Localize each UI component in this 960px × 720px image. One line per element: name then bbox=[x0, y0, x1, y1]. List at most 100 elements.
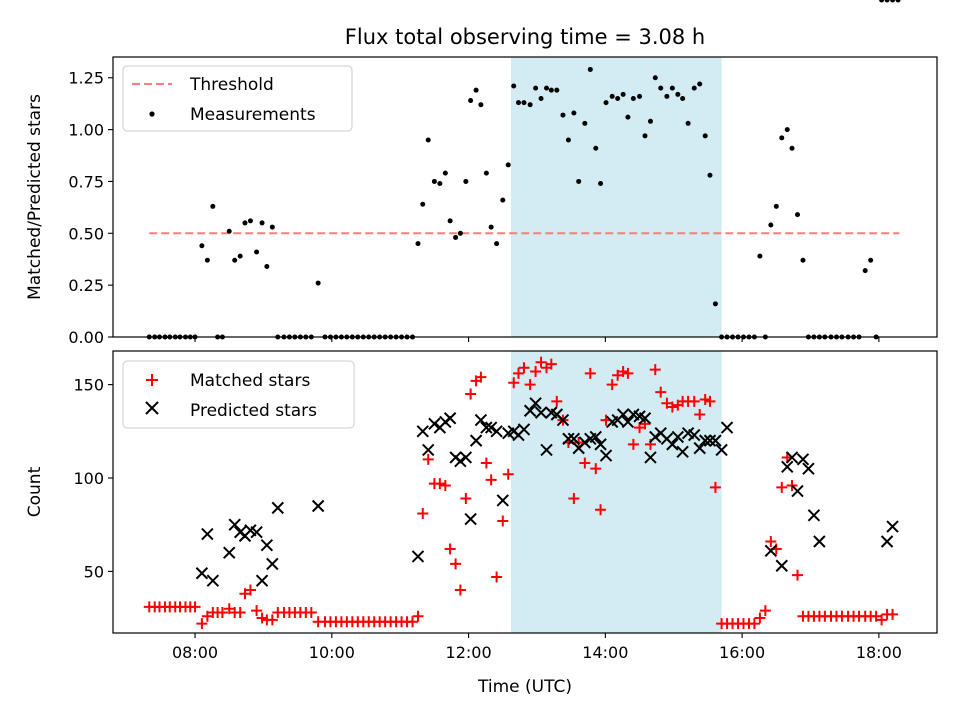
matched-star-point bbox=[485, 474, 497, 486]
measurement-point bbox=[232, 257, 238, 263]
matched-star-point bbox=[508, 377, 520, 389]
predicted-star-point bbox=[266, 557, 279, 571]
matched-star-point bbox=[530, 366, 542, 378]
measurement-point bbox=[680, 95, 686, 101]
predicted-star-point bbox=[428, 417, 441, 431]
measurement-point bbox=[625, 114, 631, 120]
matched-star-point bbox=[422, 453, 434, 465]
matched-star-point bbox=[606, 379, 618, 391]
measurement-point bbox=[697, 81, 703, 87]
legend-predicted-swatch bbox=[145, 401, 159, 415]
matched-star-point bbox=[244, 584, 256, 596]
y-tick-label: 1.25 bbox=[68, 69, 104, 88]
measurement-point bbox=[538, 95, 544, 101]
matched-star-point bbox=[754, 612, 766, 624]
measurement-point bbox=[712, 301, 718, 307]
matched-star-point bbox=[649, 364, 661, 376]
measurement-point bbox=[757, 253, 763, 259]
measurement-point bbox=[642, 133, 648, 139]
x-tick-label: 10:00 bbox=[309, 643, 355, 662]
predicted-star-point bbox=[250, 525, 263, 539]
measurement-point bbox=[457, 230, 463, 236]
measurement-point bbox=[620, 91, 626, 97]
predicted-star-point bbox=[693, 441, 706, 455]
measurement-point bbox=[210, 203, 216, 209]
predicted-star-point bbox=[688, 428, 701, 442]
predicted-star-point bbox=[228, 518, 241, 531]
measurement-point bbox=[521, 100, 527, 106]
bottom-y-axis-label: Count bbox=[25, 466, 45, 517]
predicted-star-point bbox=[529, 397, 542, 410]
bottom-x-ticks: 08:00 10:00 12:00 14:00 16:00 18:00 bbox=[172, 633, 902, 662]
matched-star-point bbox=[666, 401, 678, 413]
measurement-point bbox=[259, 220, 265, 226]
measurement-point bbox=[494, 241, 500, 247]
measurement-point bbox=[784, 127, 790, 133]
predicted-star-point bbox=[764, 544, 778, 558]
matched-star-point bbox=[759, 605, 771, 617]
predicted-star-point bbox=[785, 451, 799, 464]
predicted-star-point bbox=[698, 434, 712, 447]
measurement-point bbox=[675, 91, 681, 97]
matched-star-point bbox=[694, 408, 706, 420]
measurement-point bbox=[478, 102, 484, 108]
measurement-point bbox=[652, 75, 658, 81]
predicted-star-point bbox=[464, 512, 477, 526]
predicted-star-point bbox=[459, 451, 473, 464]
predicted-star-point bbox=[490, 425, 503, 438]
measurement-point bbox=[593, 145, 599, 151]
predicted-star-point bbox=[621, 415, 635, 429]
predicted-star-point bbox=[796, 453, 810, 466]
matched-star-point bbox=[513, 367, 525, 379]
matched-star-point bbox=[655, 386, 667, 398]
matched-star-point bbox=[417, 507, 429, 519]
predicted-star-point bbox=[562, 432, 575, 445]
bottom-axes-frame bbox=[112, 350, 938, 634]
measurement-point bbox=[587, 66, 593, 72]
measurement-point bbox=[685, 120, 691, 126]
y-tick-label: 100 bbox=[73, 469, 104, 488]
measurement-point bbox=[527, 102, 533, 108]
measurement-point bbox=[647, 118, 653, 124]
predicted-star-point bbox=[589, 430, 602, 444]
matched-star-point bbox=[568, 493, 580, 505]
measurement-point bbox=[630, 95, 636, 101]
y-tick-label: 0.75 bbox=[68, 172, 104, 191]
y-tick-label: 0.00 bbox=[68, 328, 104, 347]
matched-star-point bbox=[196, 618, 208, 630]
measurement-point bbox=[707, 172, 713, 178]
predicted-stars-points bbox=[195, 397, 899, 587]
measurement-point bbox=[204, 257, 210, 263]
measurement-point bbox=[669, 85, 675, 91]
matched-star-point bbox=[189, 601, 201, 613]
top-highlight-span bbox=[510, 57, 722, 337]
predicted-star-point bbox=[411, 550, 425, 563]
predicted-star-point bbox=[703, 434, 717, 447]
x-tick-label: 08:00 bbox=[172, 643, 218, 662]
legend-matched-swatch bbox=[146, 374, 158, 386]
bottom-highlight-span bbox=[510, 351, 722, 633]
measurement-point bbox=[463, 178, 469, 184]
matched-star-point bbox=[460, 493, 472, 505]
predicted-star-point bbox=[578, 436, 592, 449]
measurement-point bbox=[565, 137, 571, 143]
measurement-point bbox=[664, 93, 670, 99]
measurement-point bbox=[548, 87, 554, 93]
matched-star-point bbox=[639, 418, 651, 430]
predicted-star-point bbox=[534, 406, 548, 419]
predicted-star-point bbox=[496, 494, 509, 507]
measurement-point bbox=[800, 257, 806, 263]
measurement-point bbox=[702, 133, 708, 139]
predicted-star-point bbox=[715, 443, 728, 457]
measurement-point bbox=[254, 249, 260, 255]
predicted-star-point bbox=[720, 421, 734, 434]
matched-star-point bbox=[887, 608, 899, 620]
predicted-star-point bbox=[556, 413, 570, 427]
measurement-point bbox=[483, 170, 489, 176]
top-panel: 0.00 0.25 0.50 0.75 1.00 1.25 Matched/Predict… bbox=[25, 0, 938, 347]
matched-star-point bbox=[251, 605, 263, 617]
matched-star-point bbox=[792, 569, 804, 581]
matched-star-point bbox=[465, 388, 477, 400]
matched-star-point bbox=[688, 395, 700, 407]
